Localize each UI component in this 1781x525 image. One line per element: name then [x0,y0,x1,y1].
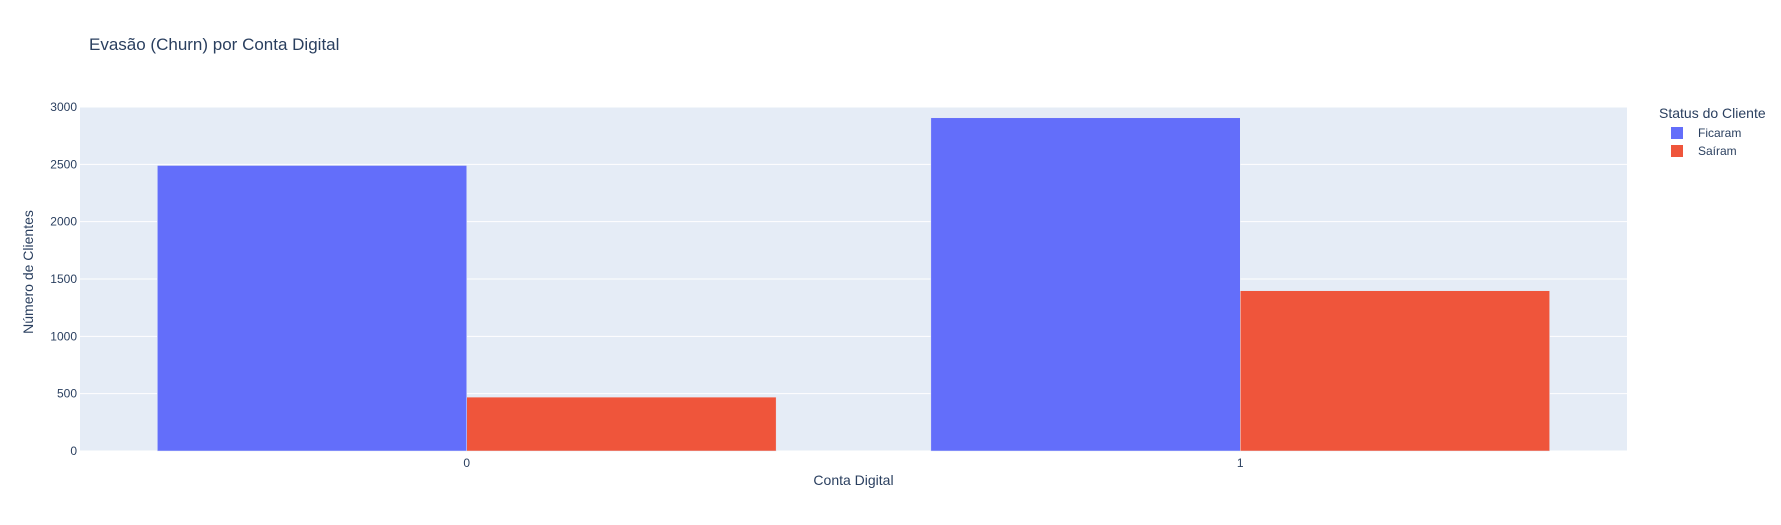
bar-ficaram-0[interactable] [157,165,467,452]
legend-item-ficaram[interactable]: Ficaram [1671,126,1741,140]
y-tick-label: 3000 [50,100,77,114]
chart-title: Evasão (Churn) por Conta Digital [89,35,339,54]
y-axis-ticks: 0 500 1000 1500 2000 2500 3000 [50,100,77,458]
bar-ficaram-1[interactable] [930,117,1241,452]
y-tick-label: 2500 [50,157,77,171]
legend-swatch-sairam [1671,145,1683,157]
legend: Status do Cliente Ficaram Saíram [1659,105,1766,158]
bar-sairam-0[interactable] [466,396,777,452]
bar-sairam-1[interactable] [1240,290,1550,452]
y-tick-label: 500 [57,387,77,401]
x-axis-title: Conta Digital [813,472,893,488]
x-tick-label: 1 [1237,456,1244,470]
y-axis-title: Número de Clientes [20,210,36,334]
legend-label-sairam: Saíram [1698,144,1737,158]
y-tick-label: 1000 [50,329,77,343]
y-tick-label: 0 [70,444,77,458]
x-tick-label: 0 [463,456,470,470]
bars [157,117,1550,452]
legend-title: Status do Cliente [1659,105,1766,121]
legend-label-ficaram: Ficaram [1698,126,1741,140]
legend-swatch-ficaram [1671,127,1683,139]
y-tick-label: 2000 [50,215,77,229]
y-tick-label: 1500 [50,272,77,286]
legend-item-sairam[interactable]: Saíram [1671,144,1737,158]
